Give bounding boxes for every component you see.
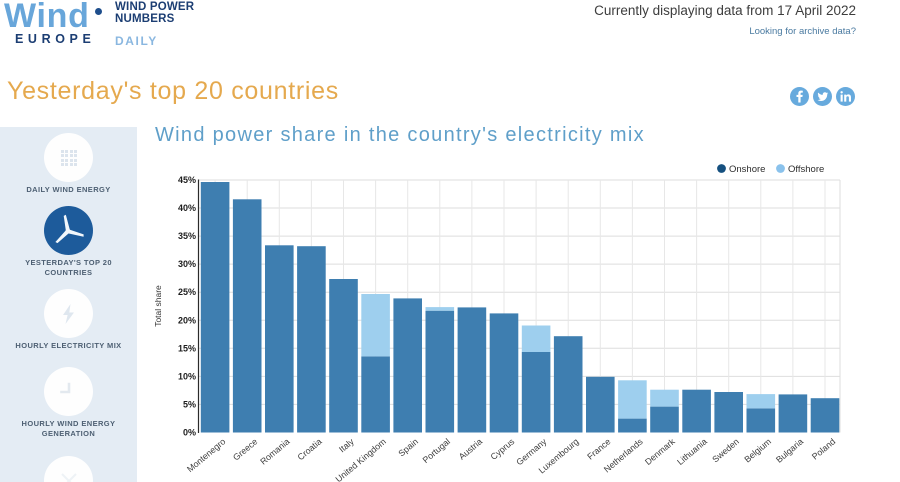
svg-text:Onshore: Onshore [729, 164, 765, 175]
svg-text:35%: 35% [178, 231, 196, 241]
svg-text:Belgium: Belgium [742, 436, 773, 464]
svg-text:30%: 30% [178, 259, 196, 269]
svg-text:Total share: Total share [153, 285, 163, 327]
svg-text:40%: 40% [178, 203, 196, 213]
svg-text:Spain: Spain [396, 436, 420, 458]
svg-text:Poland: Poland [810, 436, 837, 461]
svg-text:45%: 45% [178, 175, 196, 185]
svg-text:Lithuania: Lithuania [675, 436, 709, 467]
svg-text:Sweden: Sweden [710, 436, 741, 464]
svg-text:5%: 5% [183, 399, 196, 409]
svg-text:25%: 25% [178, 287, 196, 297]
svg-text:Montenegro: Montenegro [185, 436, 227, 474]
svg-text:Bulgaria: Bulgaria [774, 436, 805, 464]
svg-text:20%: 20% [178, 315, 196, 325]
svg-text:France: France [585, 436, 612, 461]
svg-text:15%: 15% [178, 343, 196, 353]
svg-text:Romania: Romania [258, 436, 291, 466]
svg-text:10%: 10% [178, 371, 196, 381]
svg-text:Austria: Austria [457, 436, 484, 461]
svg-text:Greece: Greece [231, 436, 260, 462]
svg-text:Italy: Italy [337, 436, 356, 454]
svg-text:Offshore: Offshore [788, 164, 824, 175]
svg-text:Denmark: Denmark [643, 436, 677, 467]
svg-text:0%: 0% [183, 428, 196, 438]
svg-text:Portugal: Portugal [421, 436, 453, 465]
svg-text:Cyprus: Cyprus [489, 436, 517, 462]
svg-text:Croatia: Croatia [296, 436, 324, 462]
